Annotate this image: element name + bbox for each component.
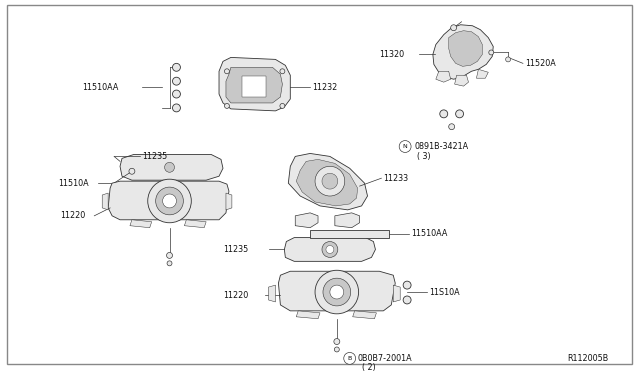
Text: 11235: 11235 [223,245,248,254]
Text: 11220: 11220 [223,291,248,299]
Circle shape [156,187,184,215]
Text: 11233: 11233 [383,174,408,183]
Circle shape [451,25,456,31]
Text: ( 3): ( 3) [417,152,431,161]
Polygon shape [120,154,223,180]
Circle shape [403,281,411,289]
Circle shape [334,339,340,344]
Circle shape [280,103,285,108]
Polygon shape [296,159,358,206]
Polygon shape [242,76,266,97]
Polygon shape [226,193,232,210]
Circle shape [322,173,338,189]
Polygon shape [433,25,493,79]
Text: 0891B-3421A: 0891B-3421A [414,142,468,151]
Circle shape [225,103,229,108]
Circle shape [225,69,229,74]
Polygon shape [108,181,229,220]
Circle shape [322,241,338,257]
Polygon shape [393,285,400,302]
Circle shape [167,261,172,266]
Circle shape [334,347,339,352]
FancyBboxPatch shape [7,5,632,364]
Polygon shape [449,31,483,66]
Text: 11320: 11320 [380,50,404,59]
Text: 0B0B7-2001A: 0B0B7-2001A [358,354,412,363]
Circle shape [173,90,180,98]
Circle shape [173,77,180,85]
Circle shape [280,69,285,74]
Polygon shape [284,238,376,262]
Circle shape [163,194,177,208]
Circle shape [173,63,180,71]
Polygon shape [436,71,451,82]
Text: 11232: 11232 [312,83,337,92]
Text: 11510AA: 11510AA [83,83,119,92]
Text: N: N [403,144,408,149]
Polygon shape [454,75,468,86]
Circle shape [399,141,411,153]
Circle shape [440,110,448,118]
Circle shape [166,253,173,259]
Circle shape [330,285,344,299]
Text: 11235: 11235 [142,152,167,161]
Polygon shape [278,271,396,311]
Circle shape [506,57,511,62]
Circle shape [315,270,358,314]
Circle shape [173,104,180,112]
Text: 11S10A: 11S10A [429,288,460,296]
Circle shape [344,352,356,364]
Polygon shape [476,69,488,78]
Polygon shape [353,311,376,319]
Circle shape [326,246,334,253]
Polygon shape [310,230,389,238]
Polygon shape [226,67,282,103]
Polygon shape [184,220,206,228]
Polygon shape [130,220,152,228]
Circle shape [315,166,345,196]
Text: 11510AA: 11510AA [411,229,447,238]
Circle shape [449,124,454,130]
Circle shape [323,278,351,306]
Polygon shape [102,193,108,210]
Text: R112005B: R112005B [568,354,609,363]
Circle shape [164,162,175,172]
Polygon shape [219,57,291,111]
Text: 11220: 11220 [61,211,86,220]
Circle shape [456,110,463,118]
Polygon shape [296,311,320,319]
Circle shape [129,168,135,174]
Circle shape [489,50,493,55]
Text: 11520A: 11520A [525,59,556,68]
Polygon shape [335,213,360,228]
Polygon shape [295,213,318,228]
Circle shape [148,179,191,223]
Circle shape [403,296,411,304]
Polygon shape [269,285,275,302]
Text: 11510A: 11510A [59,179,89,187]
Text: B: B [348,356,352,361]
Text: ( 2): ( 2) [362,363,375,372]
Polygon shape [289,153,367,210]
